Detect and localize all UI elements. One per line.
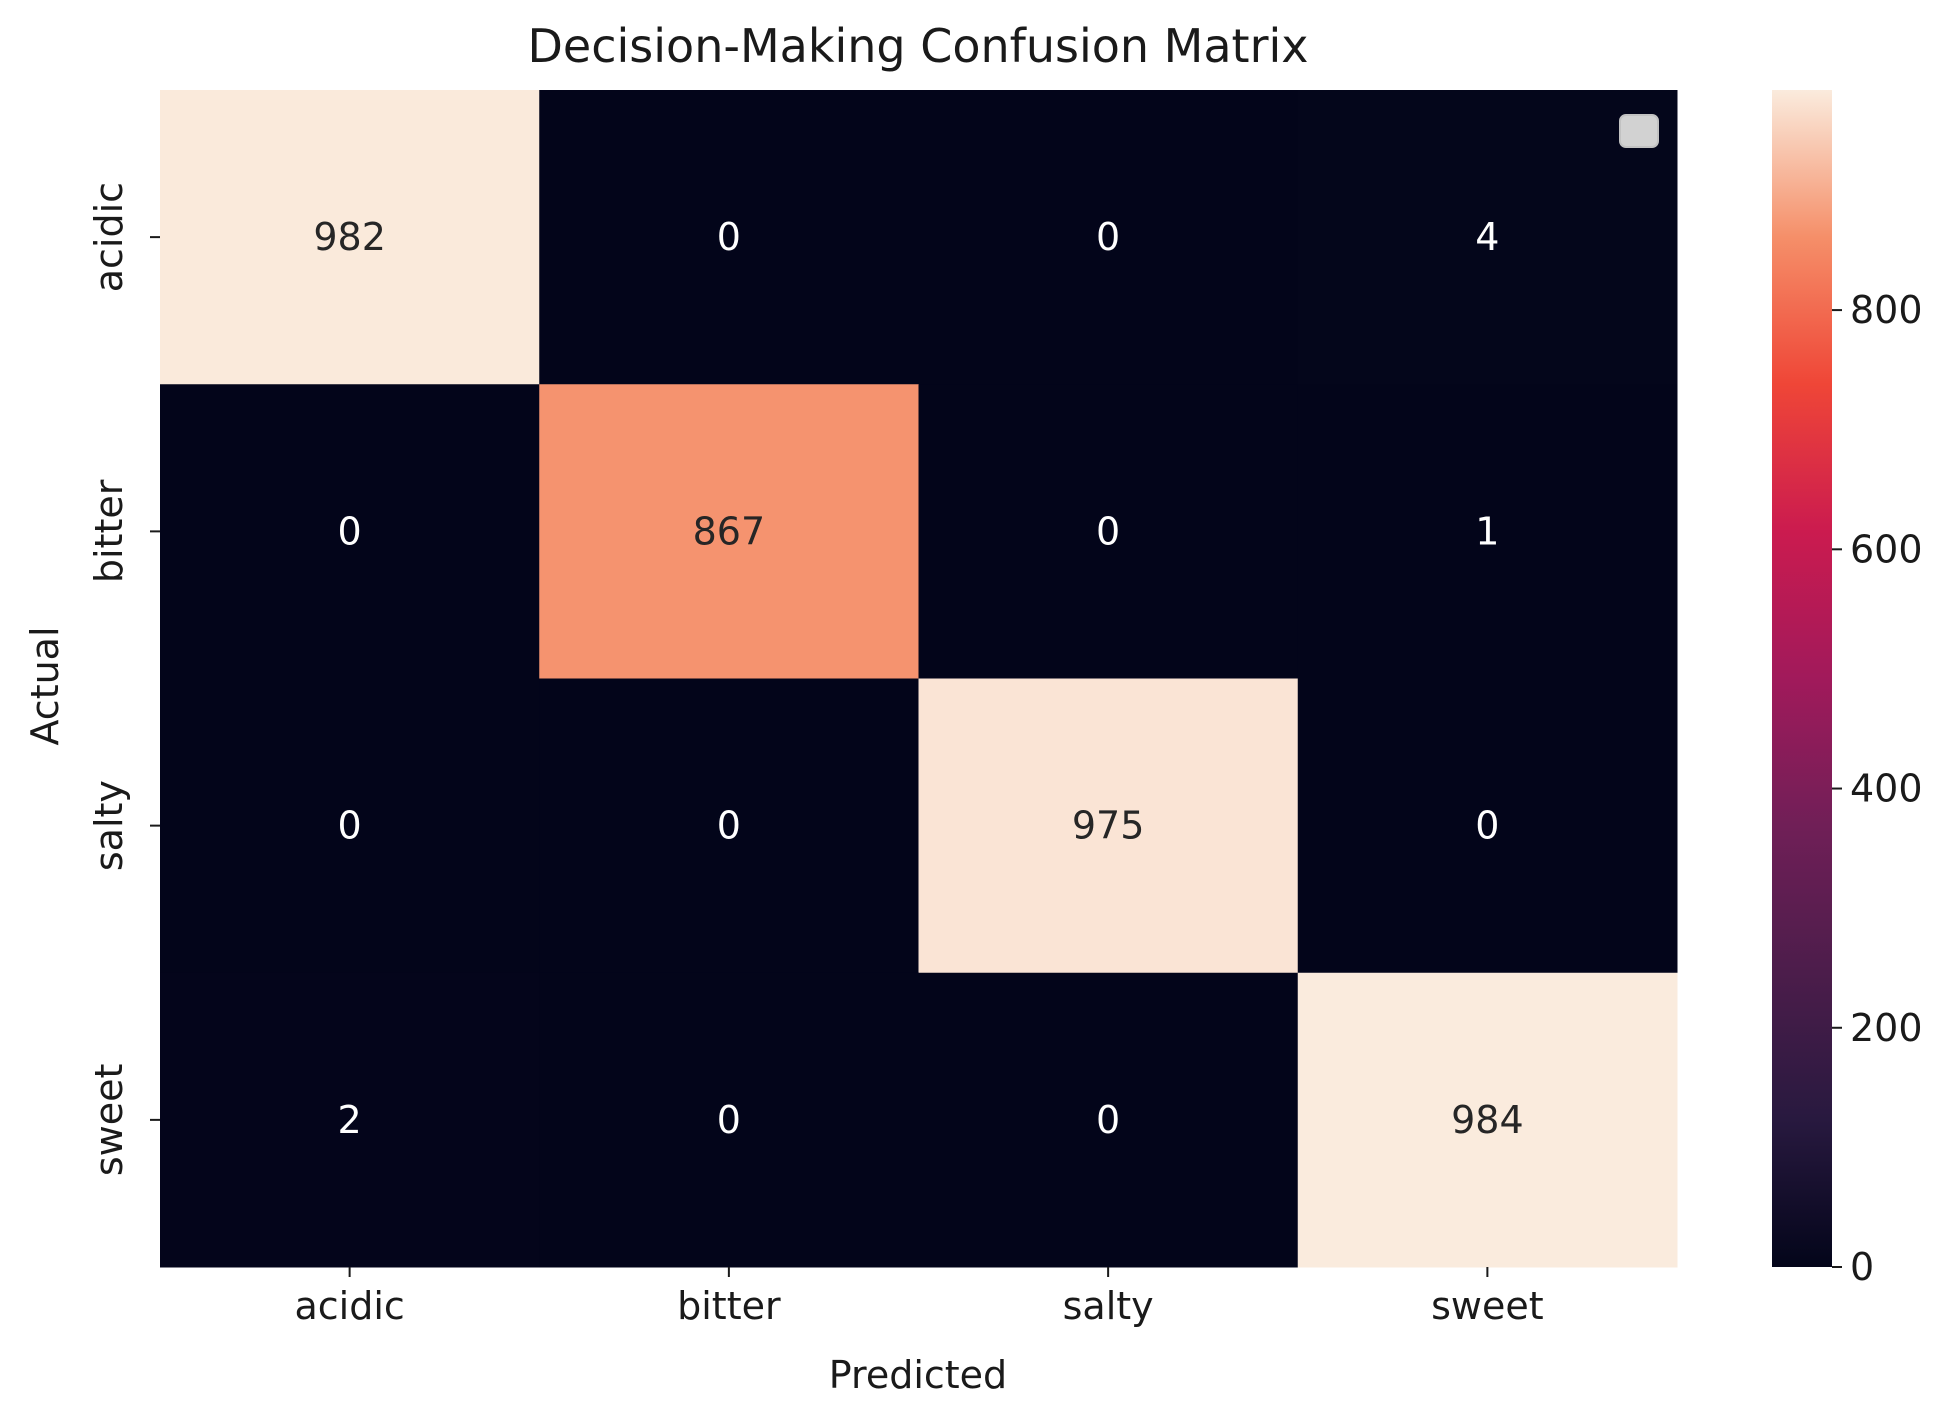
heatmap-cell-bitter-acidic <box>160 384 540 679</box>
colorbar-tick-label: 400 <box>1850 767 1923 811</box>
cell-value-label: 0 <box>1096 509 1120 553</box>
chart-title: Decision-Making Confusion Matrix <box>528 19 1309 73</box>
cell-value-label: 0 <box>338 509 362 553</box>
x-axis-label: Predicted <box>829 1353 1007 1397</box>
heatmap-cell-acidic-sweet <box>1297 90 1678 385</box>
heatmap-cells <box>160 90 1678 1268</box>
y-tick-label: bitter <box>87 479 131 583</box>
colorbar-tick-label: 800 <box>1850 288 1923 332</box>
heatmap-cell-sweet-salty <box>918 972 1299 1268</box>
cell-value-label: 0 <box>717 1098 741 1142</box>
cell-value-label: 1 <box>1475 509 1499 553</box>
y-tick-label: salty <box>87 780 131 871</box>
cell-value-label: 975 <box>1072 804 1145 848</box>
x-tick-label: sweet <box>1431 1284 1544 1328</box>
cell-value-label: 982 <box>313 215 386 259</box>
colorbar-tick-label: 200 <box>1850 1006 1923 1050</box>
cell-value-label: 2 <box>338 1098 362 1142</box>
cell-value-label: 984 <box>1451 1098 1524 1142</box>
legend-box <box>1619 114 1659 148</box>
cell-value-label: 0 <box>1096 215 1120 259</box>
heatmap-cell-bitter-salty <box>918 384 1299 679</box>
x-axis-ticks: acidic bitter salty sweet <box>294 1267 1544 1328</box>
cell-value-label: 0 <box>717 215 741 259</box>
colorbar-tick-label: 600 <box>1850 527 1923 571</box>
heatmap-cell-acidic-salty <box>918 90 1299 385</box>
cell-value-label: 0 <box>717 804 741 848</box>
heatmap-cell-acidic-acidic <box>160 90 540 385</box>
heatmap-cell-bitter-bitter <box>539 384 919 679</box>
heatmap-cell-sweet-sweet <box>1297 972 1678 1268</box>
y-tick-label: acidic <box>87 182 131 292</box>
colorbar-ticks: 0 200 400 600 800 <box>1832 288 1923 1289</box>
x-tick-label: salty <box>1063 1284 1154 1328</box>
cell-value-label: 0 <box>338 804 362 848</box>
heatmap-cell-sweet-acidic <box>160 972 540 1268</box>
cell-value-label: 4 <box>1475 215 1499 259</box>
y-axis-ticks: acidic bitter salty sweet <box>87 182 160 1176</box>
heatmap-cell-salty-bitter <box>539 678 919 974</box>
cell-value-label: 0 <box>1096 1098 1120 1142</box>
cell-value-label: 867 <box>693 509 766 553</box>
heatmap-cell-salty-salty <box>918 678 1299 974</box>
x-tick-label: acidic <box>294 1284 404 1328</box>
heatmap-cell-salty-acidic <box>160 678 540 974</box>
heatmap-cell-bitter-sweet <box>1297 384 1678 679</box>
heatmap-cell-salty-sweet <box>1297 678 1678 974</box>
y-tick-label: sweet <box>87 1064 131 1177</box>
y-axis-label: Actual <box>23 626 67 745</box>
cell-value-label: 0 <box>1475 804 1499 848</box>
colorbar-tick-label: 0 <box>1850 1245 1874 1289</box>
heatmap-cell-labels: 982 0 0 4 0 867 0 1 0 0 975 0 2 0 0 984 <box>313 215 1523 1142</box>
heatmap-cell-sweet-bitter <box>539 972 919 1268</box>
x-tick-label: bitter <box>677 1284 781 1328</box>
colorbar <box>1772 90 1832 1267</box>
heatmap-cell-acidic-bitter <box>539 90 919 385</box>
